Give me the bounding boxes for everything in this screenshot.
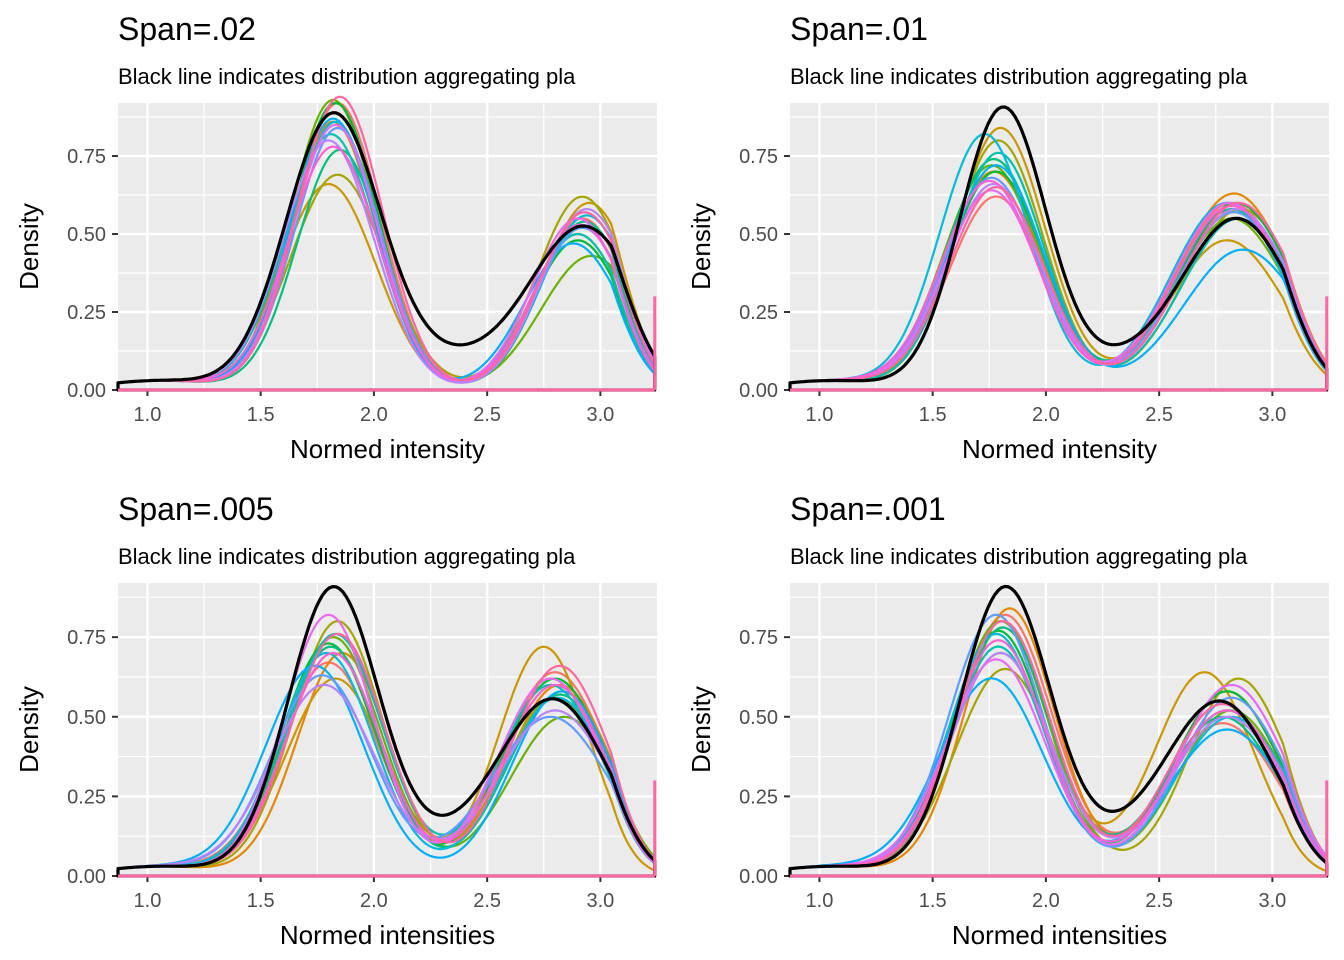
x-tick-label: 1.5 — [919, 890, 947, 912]
y-tick-label: 0.50 — [739, 707, 778, 729]
aggregate-density-line — [116, 585, 657, 878]
density-panel-3: Span=.005 Black line indicates distributi… — [14, 491, 657, 950]
y-tick-label: 0.75 — [739, 627, 778, 649]
x-tick-label: 2.0 — [1032, 404, 1060, 426]
panel-subtitle: Black line indicates distribution aggreg… — [118, 544, 576, 569]
x-tick-label: 3.0 — [1258, 404, 1286, 426]
y-tick-label: 0.25 — [739, 786, 778, 808]
x-tick-label: 1.5 — [247, 890, 275, 912]
y-tick-label: 0.00 — [739, 380, 778, 402]
plate-density-line-10 — [788, 677, 1328, 878]
panel-subtitle: Black line indicates distribution aggreg… — [118, 64, 576, 89]
x-tick-label: 1.0 — [134, 890, 162, 912]
density-panel-4: Span=.001 Black line indicates distributi… — [686, 491, 1329, 950]
x-tick-label: 1.0 — [806, 890, 834, 912]
y-tick-label: 0.50 — [739, 224, 778, 246]
x-tick-label: 2.5 — [1145, 404, 1173, 426]
x-tick-label: 2.5 — [473, 890, 501, 912]
x-tick-label: 2.0 — [360, 404, 388, 426]
y-tick-label: 0.25 — [739, 302, 778, 324]
panel-title: Span=.001 — [790, 491, 946, 527]
plate-density-line-13 — [788, 658, 1328, 878]
y-tick-label: 0.00 — [739, 866, 778, 888]
density-panel-2: Span=.01 Black line indicates distributio… — [686, 11, 1329, 464]
x-tick-label: 3.0 — [1258, 890, 1286, 912]
panel-subtitle: Black line indicates distribution aggreg… — [790, 64, 1248, 89]
y-tick-label: 0.25 — [67, 786, 106, 808]
aggregate-density-line — [788, 584, 1329, 878]
x-tick-label: 1.5 — [247, 404, 275, 426]
x-tick-label: 2.5 — [1145, 890, 1173, 912]
y-tick-label: 0.25 — [67, 302, 106, 324]
x-axis-title: Normed intensity — [290, 434, 485, 464]
plate-density-line-12 — [116, 683, 656, 878]
plot-background — [118, 583, 657, 876]
x-tick-label: 1.0 — [134, 404, 162, 426]
y-tick-label: 0.75 — [67, 627, 106, 649]
y-tick-label: 0.75 — [67, 146, 106, 168]
x-tick-label: 1.0 — [806, 404, 834, 426]
aggregate-density-line — [788, 105, 1329, 392]
y-axis-title: Density — [14, 686, 44, 773]
x-tick-label: 1.5 — [919, 404, 947, 426]
panel-subtitle: Black line indicates distribution aggreg… — [790, 544, 1248, 569]
x-axis-title: Normed intensities — [280, 920, 495, 950]
x-axis-title: Normed intensities — [952, 920, 1167, 950]
x-tick-label: 3.0 — [586, 404, 614, 426]
panel-title: Span=.01 — [790, 11, 928, 47]
x-axis-title: Normed intensity — [962, 434, 1157, 464]
y-tick-label: 0.50 — [67, 707, 106, 729]
y-tick-label: 0.00 — [67, 380, 106, 402]
plate-density-line-15 — [788, 186, 1328, 392]
y-tick-label: 0.00 — [67, 866, 106, 888]
x-tick-label: 2.0 — [360, 890, 388, 912]
plate-density-line-9 — [116, 651, 656, 878]
y-axis-title: Density — [686, 203, 716, 290]
plot-background — [790, 103, 1329, 390]
x-tick-label: 2.0 — [1032, 890, 1060, 912]
x-tick-label: 2.5 — [473, 404, 501, 426]
y-tick-label: 0.50 — [67, 224, 106, 246]
plate-density-line-14 — [788, 179, 1328, 392]
y-tick-label: 0.75 — [739, 146, 778, 168]
y-axis-title: Density — [686, 686, 716, 773]
panel-title: Span=.005 — [118, 491, 274, 527]
y-axis-title: Density — [14, 203, 44, 290]
aggregate-density-line — [116, 111, 657, 392]
x-tick-label: 3.0 — [586, 890, 614, 912]
density-panel-1: Span=.02 Black line indicates distributio… — [14, 11, 657, 464]
panel-title: Span=.02 — [118, 11, 256, 47]
